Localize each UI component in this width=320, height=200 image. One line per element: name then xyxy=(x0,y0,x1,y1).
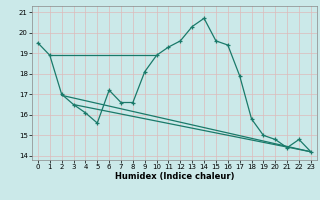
X-axis label: Humidex (Indice chaleur): Humidex (Indice chaleur) xyxy=(115,172,234,181)
